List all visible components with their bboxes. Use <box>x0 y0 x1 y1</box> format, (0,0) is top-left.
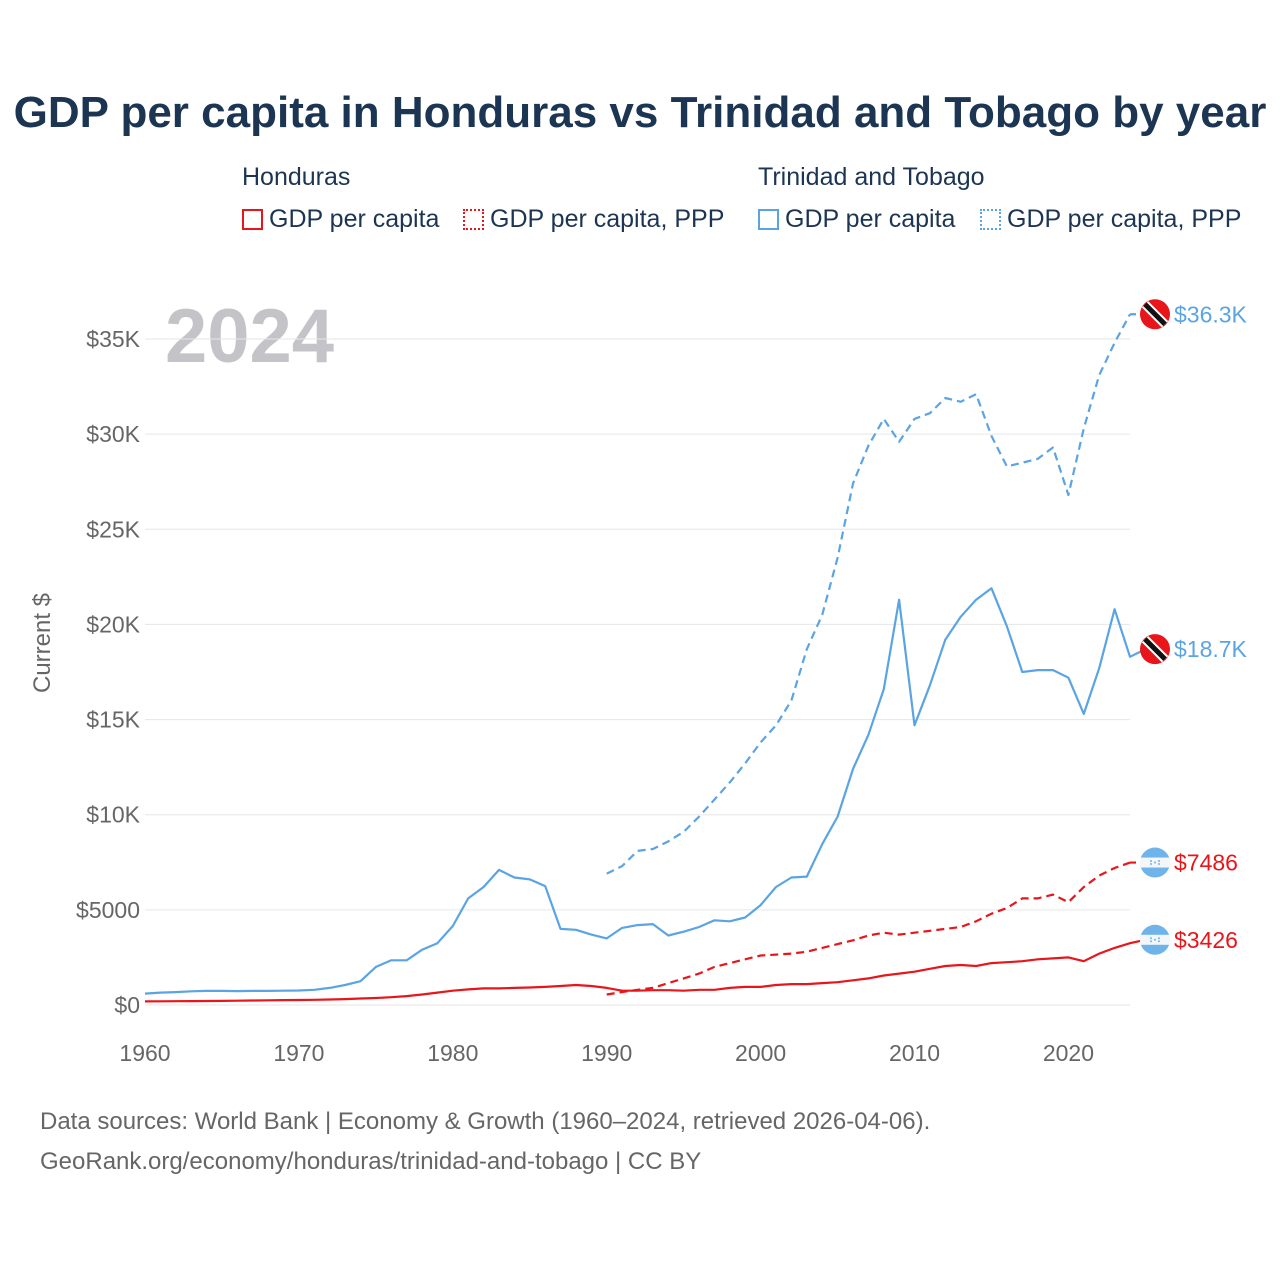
footer-sources: Data sources: World Bank | Economy & Gro… <box>40 1108 931 1135</box>
flag-stripe-black <box>1143 637 1167 661</box>
series-line-0 <box>606 313 1131 875</box>
flag-star <box>1154 861 1156 864</box>
y-tick-label: $20K <box>86 611 140 637</box>
legend-item-honduras-ppp[interactable]: GDP per capita, PPP <box>463 205 724 234</box>
legend-swatch-solid-blue <box>758 209 779 230</box>
legend-label: GDP per capita, PPP <box>490 205 725 233</box>
y-axis-label: Current $ <box>29 593 56 693</box>
flag-stripe-black <box>1143 302 1167 327</box>
flag-star <box>1158 940 1160 943</box>
flag-star <box>1158 937 1160 940</box>
x-tick-label: 2010 <box>889 1040 940 1066</box>
legend-group-trinidad: Trinidad and Tobago <box>758 163 985 191</box>
series-line-3 <box>144 938 1146 1003</box>
series-line-2 <box>606 861 1131 996</box>
flag-star <box>1150 860 1152 863</box>
legend-label: GDP per capita <box>269 205 440 233</box>
series-end-label: $18.7K <box>1174 636 1248 662</box>
legend-swatch-dotted-red <box>463 209 484 230</box>
flag-star <box>1154 938 1156 941</box>
y-tick-label: $35K <box>86 326 140 352</box>
y-tick-label: $0 <box>114 992 140 1018</box>
legend-group-honduras: Honduras <box>242 163 351 191</box>
flag-star <box>1150 937 1152 940</box>
footer-link[interactable]: GeoRank.org/economy/honduras/trinidad-an… <box>40 1148 702 1175</box>
flag-star <box>1150 940 1152 943</box>
flag-star <box>1150 863 1152 866</box>
legend-label: GDP per capita <box>785 205 956 233</box>
legend-swatch-dotted-blue <box>980 209 1001 230</box>
y-tick-label: $30K <box>86 421 140 447</box>
legend-swatch-solid-red <box>242 209 263 230</box>
series-end-label: $3426 <box>1174 927 1238 953</box>
chart-title: GDP per capita in Honduras vs Trinidad a… <box>13 88 1267 137</box>
series-line-1 <box>144 587 1146 995</box>
y-tick-label: $15K <box>86 707 140 733</box>
x-tick-label: 1960 <box>119 1040 170 1066</box>
x-tick-label: 2000 <box>735 1040 786 1066</box>
x-tick-label: 1980 <box>427 1040 478 1066</box>
y-tick-label: $5000 <box>76 897 140 923</box>
year-label: 2024 <box>165 294 334 379</box>
y-tick-label: $25K <box>86 516 140 542</box>
legend-item-trinidad-ppp[interactable]: GDP per capita, PPP <box>980 205 1241 234</box>
legend-item-honduras-gdp[interactable]: GDP per capita <box>242 205 439 234</box>
legend-item-trinidad-gdp[interactable]: GDP per capita <box>758 205 955 234</box>
x-tick-label: 1970 <box>273 1040 324 1066</box>
legend-label: GDP per capita, PPP <box>1007 205 1242 233</box>
series-end-label: $7486 <box>1174 850 1238 876</box>
flag-star <box>1158 860 1160 863</box>
series-end-label: $36.3K <box>1174 301 1248 327</box>
x-tick-label: 1990 <box>581 1040 632 1066</box>
flag-star <box>1158 863 1160 866</box>
y-tick-label: $10K <box>86 802 140 828</box>
x-tick-label: 2020 <box>1043 1040 1094 1066</box>
